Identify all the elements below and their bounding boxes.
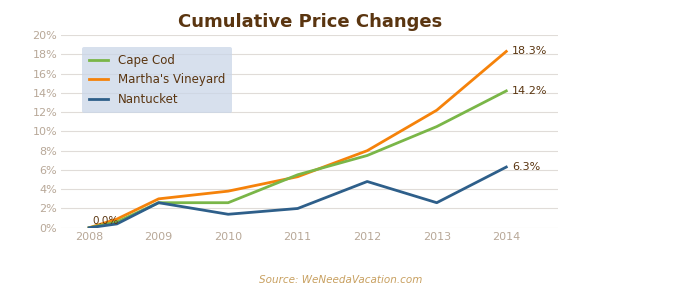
- Text: 14.2%: 14.2%: [512, 86, 548, 96]
- Text: Source: WeNeedaVacation.com: Source: WeNeedaVacation.com: [259, 275, 422, 285]
- Legend: Cape Cod, Martha's Vineyard, Nantucket: Cape Cod, Martha's Vineyard, Nantucket: [82, 47, 232, 113]
- Text: 6.3%: 6.3%: [512, 162, 540, 172]
- Title: Cumulative Price Changes: Cumulative Price Changes: [178, 13, 442, 31]
- Text: 18.3%: 18.3%: [512, 46, 548, 56]
- Text: 0.0%: 0.0%: [93, 216, 118, 226]
